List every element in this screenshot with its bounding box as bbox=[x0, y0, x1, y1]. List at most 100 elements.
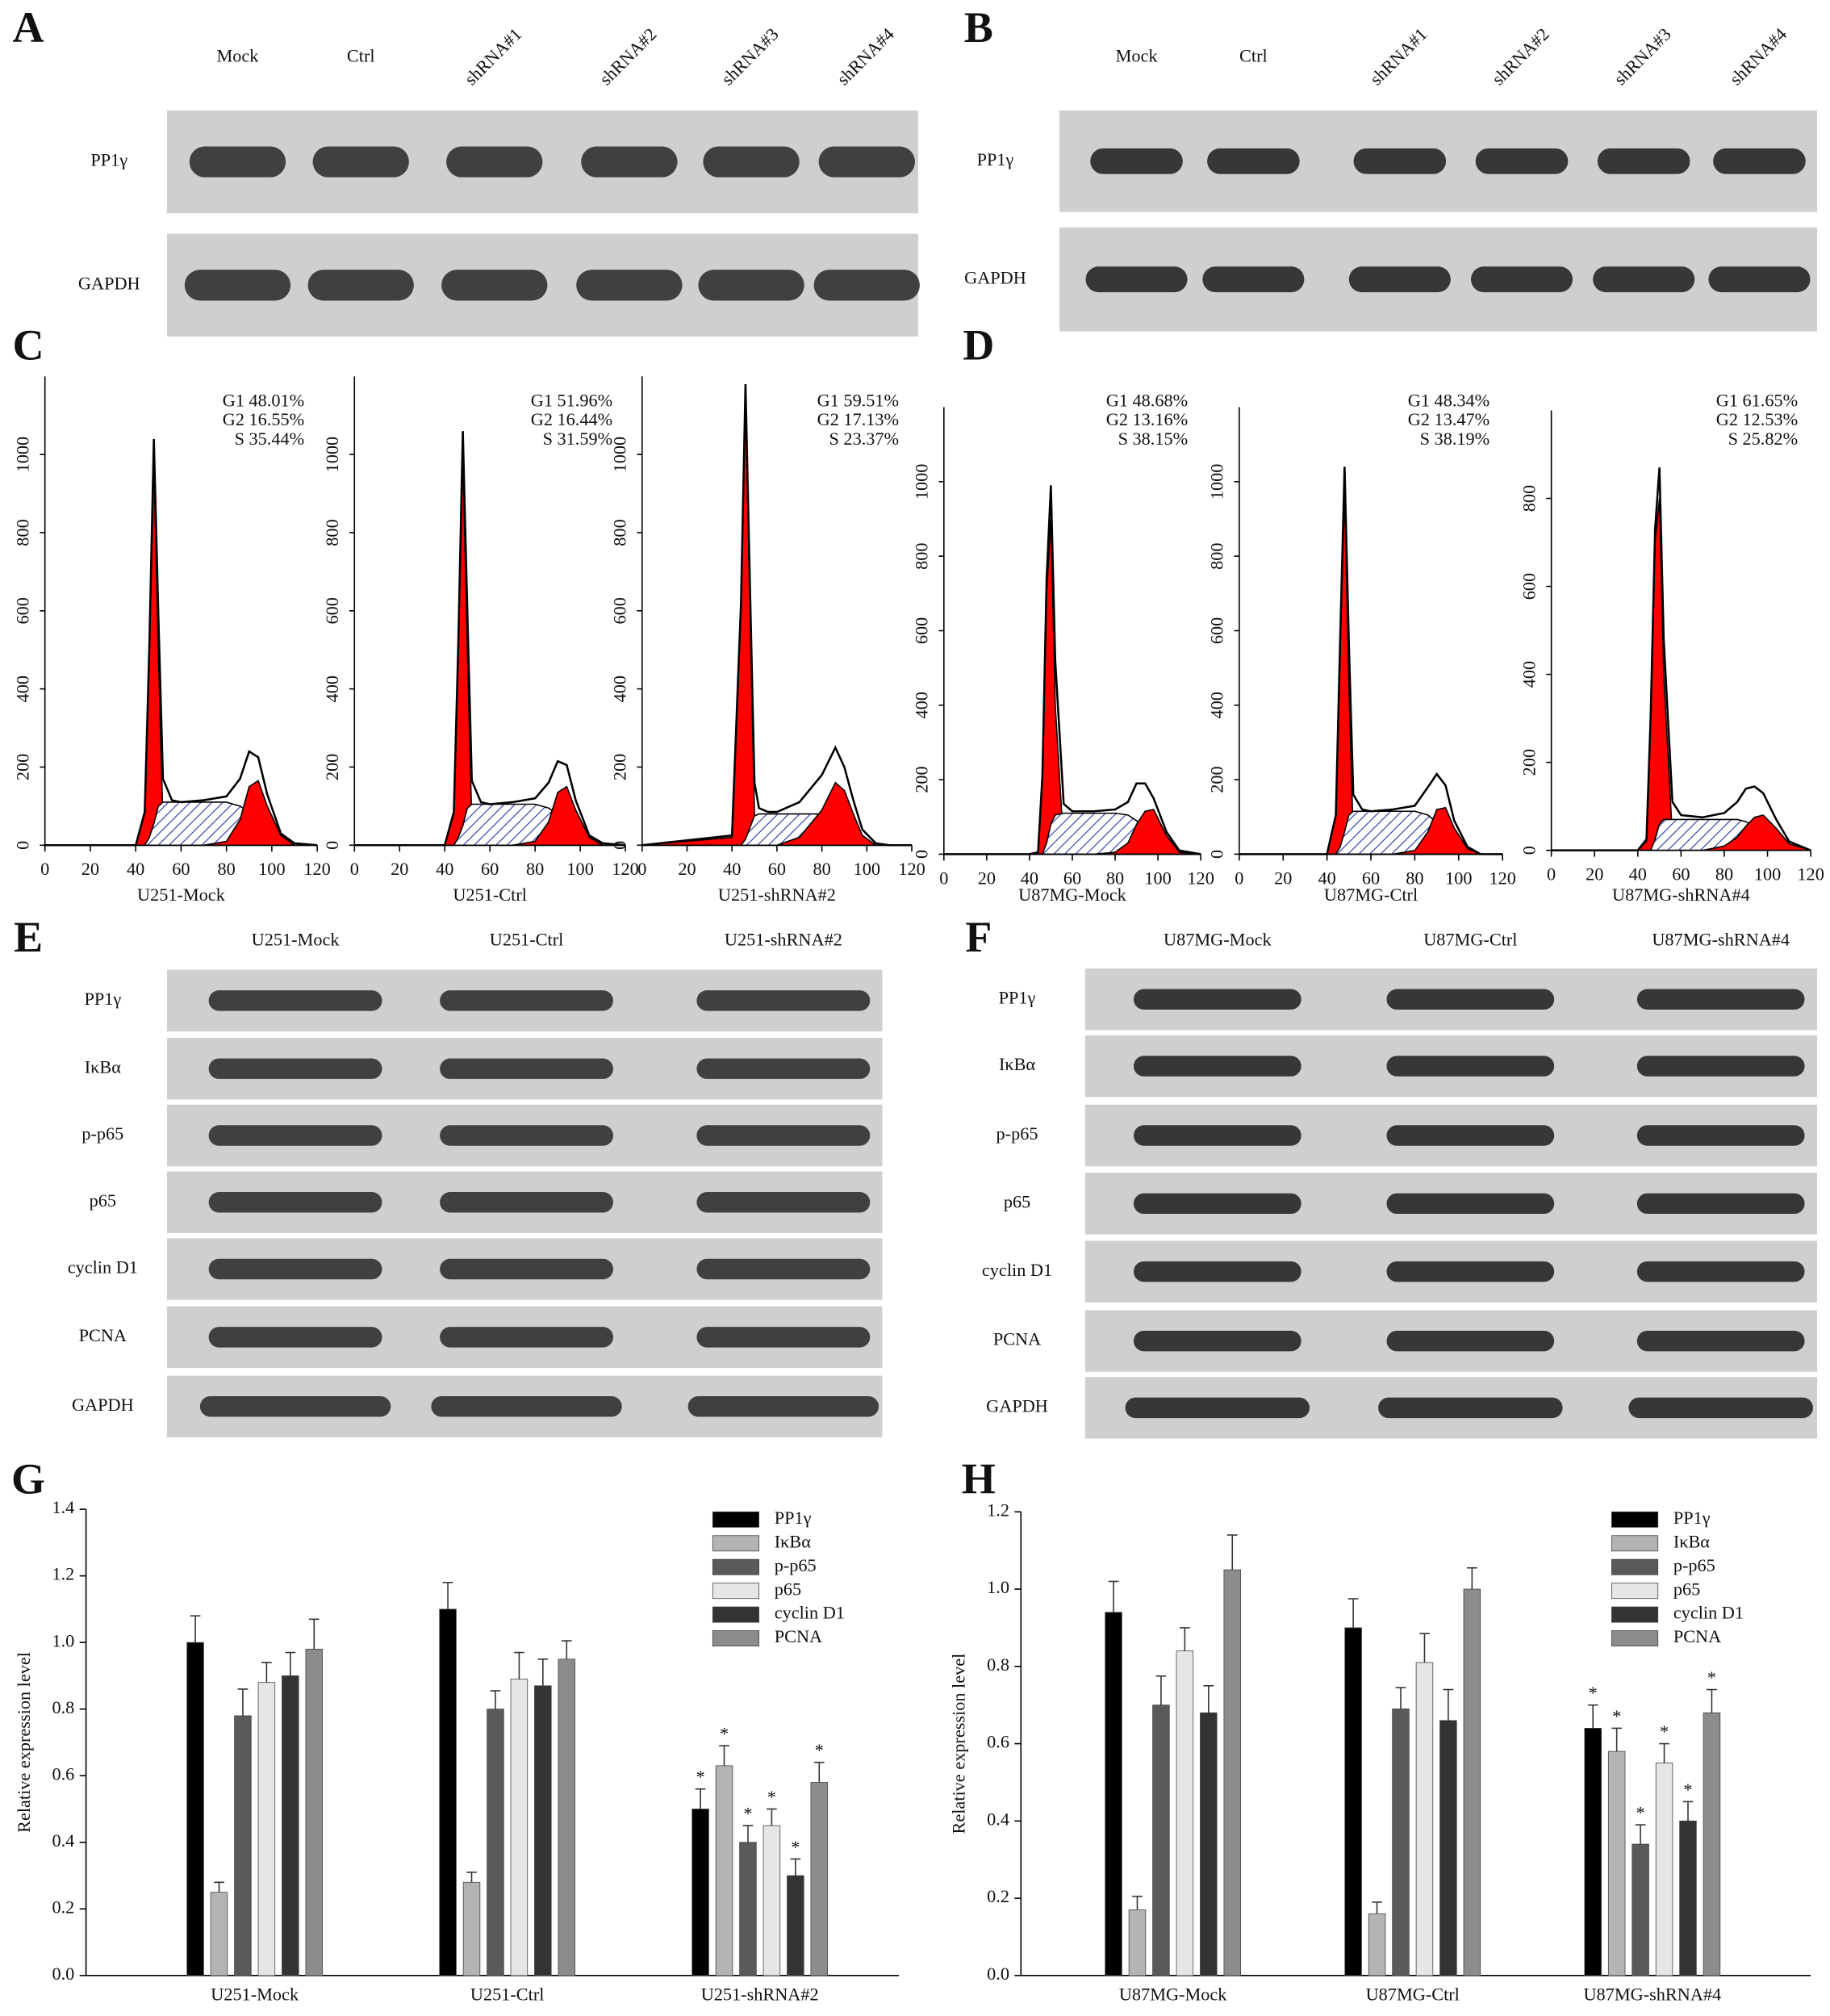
bar bbox=[1632, 1843, 1649, 1976]
legend-swatch bbox=[1611, 1535, 1659, 1552]
legend-label: IκBα bbox=[775, 1531, 811, 1551]
x-tick-label: U251-Ctrl bbox=[470, 1984, 545, 2004]
annotation: G2 13.47% bbox=[1408, 409, 1489, 429]
y-tick-label: 0.4 bbox=[52, 1830, 74, 1851]
row-label: PCNA bbox=[993, 1329, 1041, 1349]
y-tick-label: 0.8 bbox=[52, 1697, 74, 1717]
x-tick-label: 40 bbox=[1318, 868, 1335, 888]
y-tick-label: 400 bbox=[12, 675, 32, 702]
annotation: G2 12.53% bbox=[1716, 409, 1798, 429]
x-axis-label: U87MG-shRNA#4 bbox=[1612, 885, 1750, 905]
y-tick-label: 200 bbox=[911, 766, 931, 793]
legend-swatch bbox=[1611, 1606, 1659, 1623]
significance: * bbox=[1683, 1780, 1692, 1800]
y-tick-label: 1000 bbox=[1207, 464, 1227, 500]
y-tick-label: 0 bbox=[1519, 846, 1539, 855]
bar bbox=[1128, 1909, 1147, 1976]
legend-label: PP1γ bbox=[1673, 1508, 1711, 1528]
y-tick-label: 800 bbox=[322, 519, 342, 546]
annotation: G2 13.16% bbox=[1106, 409, 1188, 429]
bar bbox=[1176, 1650, 1194, 1976]
x-tick-label: 120 bbox=[612, 859, 638, 879]
bar bbox=[462, 1881, 481, 1976]
x-tick-label: 100 bbox=[854, 859, 880, 879]
blot-band bbox=[1133, 1193, 1301, 1215]
blot-band bbox=[696, 990, 871, 1011]
error-bar bbox=[190, 1615, 201, 1643]
y-tick-label: 200 bbox=[1519, 749, 1539, 776]
row-label: PCNA bbox=[79, 1325, 127, 1345]
lane-label: U251-Ctrl bbox=[490, 930, 564, 950]
y-tick-label: 600 bbox=[1519, 573, 1539, 600]
blot-band bbox=[440, 1258, 613, 1280]
row-label: cyclin D1 bbox=[982, 1260, 1052, 1280]
legend-label: PCNA bbox=[775, 1626, 822, 1646]
y-tick-label: 200 bbox=[12, 754, 32, 780]
row-label: p65 bbox=[90, 1190, 116, 1211]
x-tick-label: 0 bbox=[939, 868, 948, 888]
annotation: G1 48.68% bbox=[1106, 390, 1188, 410]
error-bar bbox=[1226, 1534, 1238, 1571]
bar bbox=[1344, 1627, 1362, 1976]
error-bar bbox=[442, 1582, 453, 1609]
blot-band bbox=[1386, 1330, 1555, 1352]
blot-band bbox=[1713, 148, 1806, 174]
y-tick-label: 1.2 bbox=[52, 1564, 74, 1584]
x-tick-label: 40 bbox=[723, 859, 741, 879]
blot-band bbox=[1636, 1056, 1805, 1077]
legend-swatch bbox=[712, 1535, 760, 1552]
legend-swatch bbox=[712, 1606, 760, 1623]
row-label: PP1γ bbox=[90, 150, 127, 170]
annotation: G2 16.44% bbox=[531, 409, 612, 429]
blot-band bbox=[1348, 266, 1451, 293]
blot-band bbox=[1386, 989, 1555, 1010]
blot-band bbox=[1386, 1056, 1555, 1077]
y-tick-label: 0 bbox=[12, 841, 32, 850]
row-label: p-p65 bbox=[996, 1123, 1038, 1144]
y-tick-label: 600 bbox=[609, 597, 629, 624]
error-bar bbox=[1659, 1742, 1669, 1763]
blot-band bbox=[696, 1327, 871, 1348]
y-tick-label: 600 bbox=[12, 597, 32, 624]
x-tick-label: 120 bbox=[898, 859, 925, 879]
y-tick-label: 400 bbox=[1207, 692, 1227, 718]
annotation: S 25.82% bbox=[1728, 429, 1799, 449]
bar bbox=[534, 1685, 552, 1976]
blot-band bbox=[576, 270, 683, 301]
bar bbox=[739, 1842, 757, 1976]
blot-band bbox=[1708, 266, 1811, 293]
legend-swatch bbox=[1611, 1583, 1659, 1600]
bar bbox=[439, 1608, 457, 1976]
error-bar bbox=[1682, 1801, 1694, 1822]
blot-band bbox=[698, 270, 804, 301]
error-bar bbox=[285, 1651, 296, 1676]
bar bbox=[1607, 1750, 1626, 1976]
x-tick-label: 80 bbox=[526, 859, 544, 879]
bar bbox=[787, 1875, 804, 1976]
bar bbox=[1368, 1913, 1386, 1976]
blot-band bbox=[1636, 989, 1805, 1010]
x-tick-label: U87MG-Ctrl bbox=[1366, 1984, 1460, 2004]
row-label: p65 bbox=[1004, 1191, 1030, 1211]
blot-band bbox=[1125, 1397, 1310, 1419]
annotation: G1 59.51% bbox=[817, 390, 899, 410]
bar bbox=[257, 1682, 276, 1976]
y-tick-label: 200 bbox=[609, 754, 629, 780]
y-axis-label: Relative expression level bbox=[14, 1652, 34, 1833]
x-tick-label: 100 bbox=[1445, 868, 1472, 888]
row-label: GAPDH bbox=[964, 267, 1026, 287]
bar bbox=[510, 1679, 529, 1976]
blot-band bbox=[1597, 148, 1690, 174]
blot-band bbox=[1207, 148, 1300, 174]
y-tick-label: 1000 bbox=[12, 437, 32, 473]
row-label: GAPDH bbox=[986, 1395, 1048, 1416]
legend-swatch bbox=[712, 1583, 760, 1600]
x-tick-label: 120 bbox=[1187, 868, 1214, 888]
bar bbox=[186, 1642, 204, 1976]
significance: * bbox=[1612, 1706, 1621, 1726]
blot-band bbox=[1353, 148, 1447, 174]
x-tick-label: 120 bbox=[303, 859, 330, 879]
blot-band bbox=[208, 1058, 382, 1079]
blot-band bbox=[1636, 1261, 1805, 1282]
